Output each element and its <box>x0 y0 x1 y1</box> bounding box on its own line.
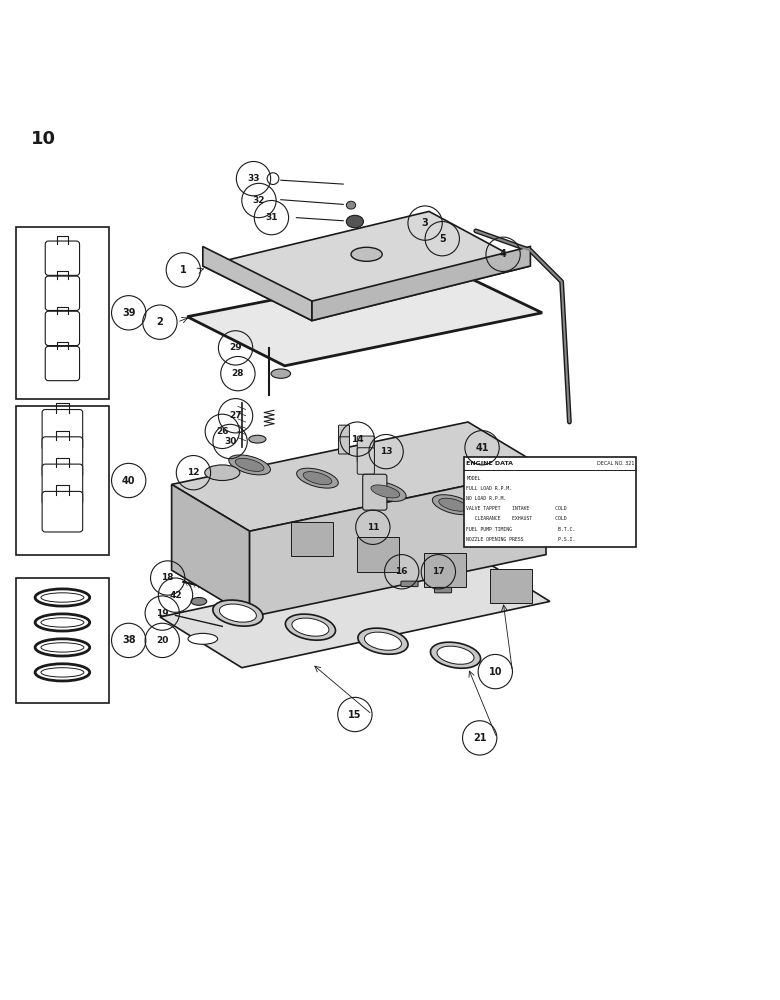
FancyBboxPatch shape <box>16 227 109 399</box>
FancyBboxPatch shape <box>45 346 80 381</box>
FancyBboxPatch shape <box>401 581 418 587</box>
Text: 4: 4 <box>500 249 506 259</box>
Text: 10: 10 <box>31 130 56 148</box>
Text: 2: 2 <box>157 317 163 327</box>
Text: 13: 13 <box>380 447 392 456</box>
FancyBboxPatch shape <box>363 474 387 510</box>
Text: 10: 10 <box>488 667 502 677</box>
Text: 33: 33 <box>247 174 260 183</box>
Text: 31: 31 <box>265 213 278 222</box>
Ellipse shape <box>364 481 406 501</box>
Text: FULL LOAD R.P.M.: FULL LOAD R.P.M. <box>466 486 512 491</box>
Polygon shape <box>203 247 312 321</box>
Text: 40: 40 <box>122 476 136 486</box>
Text: 18: 18 <box>161 573 174 582</box>
Text: 20: 20 <box>156 636 168 645</box>
FancyBboxPatch shape <box>357 436 374 463</box>
Text: 41: 41 <box>475 443 489 453</box>
Ellipse shape <box>292 618 329 636</box>
Polygon shape <box>160 551 550 668</box>
Ellipse shape <box>431 642 480 668</box>
FancyBboxPatch shape <box>45 276 80 310</box>
Ellipse shape <box>213 600 263 626</box>
Text: 19: 19 <box>156 609 168 618</box>
FancyBboxPatch shape <box>339 425 349 442</box>
Text: VALVE TAPPET    INTAKE         COLD: VALVE TAPPET INTAKE COLD <box>466 506 567 511</box>
FancyBboxPatch shape <box>339 437 349 454</box>
FancyBboxPatch shape <box>45 311 80 346</box>
Ellipse shape <box>229 455 271 475</box>
FancyBboxPatch shape <box>42 491 83 532</box>
FancyBboxPatch shape <box>42 437 83 477</box>
Ellipse shape <box>204 465 240 481</box>
Ellipse shape <box>346 215 363 228</box>
Text: 29: 29 <box>229 343 242 352</box>
FancyBboxPatch shape <box>16 406 109 555</box>
Ellipse shape <box>285 614 335 640</box>
Text: 27: 27 <box>229 411 242 420</box>
FancyBboxPatch shape <box>291 522 333 556</box>
Ellipse shape <box>191 597 207 605</box>
Text: 38: 38 <box>122 635 136 645</box>
Text: 12: 12 <box>187 468 200 477</box>
Text: DECAL NO. 321: DECAL NO. 321 <box>597 461 634 466</box>
Text: NO LOAD R.P.M.: NO LOAD R.P.M. <box>466 496 507 501</box>
Polygon shape <box>172 484 250 617</box>
Ellipse shape <box>271 369 290 378</box>
Text: 42: 42 <box>169 591 182 600</box>
Polygon shape <box>250 469 546 617</box>
Text: 14: 14 <box>351 435 363 444</box>
Ellipse shape <box>188 633 218 644</box>
Polygon shape <box>203 211 530 321</box>
FancyBboxPatch shape <box>490 569 532 603</box>
FancyBboxPatch shape <box>357 448 374 474</box>
Text: 17: 17 <box>432 567 445 576</box>
Ellipse shape <box>303 472 332 485</box>
Text: 5: 5 <box>439 234 445 244</box>
Text: 15: 15 <box>348 710 362 720</box>
FancyBboxPatch shape <box>16 578 109 703</box>
Ellipse shape <box>358 628 408 654</box>
FancyBboxPatch shape <box>42 464 83 505</box>
Text: 32: 32 <box>253 196 265 205</box>
Ellipse shape <box>236 458 264 471</box>
Text: 11: 11 <box>367 523 379 532</box>
Text: CLEARANCE    EXHAUST        COLD: CLEARANCE EXHAUST COLD <box>466 516 567 521</box>
Text: NOZZLE OPENING PRESS            P.S.I.: NOZZLE OPENING PRESS P.S.I. <box>466 537 576 542</box>
Polygon shape <box>312 247 530 321</box>
Text: ENGINE DATA: ENGINE DATA <box>466 461 512 466</box>
FancyBboxPatch shape <box>464 457 636 547</box>
Ellipse shape <box>219 604 257 622</box>
Text: 21: 21 <box>473 733 487 743</box>
Text: 1: 1 <box>180 265 186 275</box>
Ellipse shape <box>346 201 356 209</box>
Text: 28: 28 <box>232 369 244 378</box>
FancyBboxPatch shape <box>357 537 399 572</box>
Text: 39: 39 <box>122 308 136 318</box>
FancyBboxPatch shape <box>424 553 466 587</box>
Ellipse shape <box>249 435 266 443</box>
Polygon shape <box>187 266 542 366</box>
Polygon shape <box>172 422 546 531</box>
Ellipse shape <box>371 485 399 498</box>
Text: 3: 3 <box>422 218 428 228</box>
FancyBboxPatch shape <box>45 241 80 275</box>
Text: 30: 30 <box>224 437 236 446</box>
Text: 26: 26 <box>216 427 229 436</box>
FancyBboxPatch shape <box>42 410 83 450</box>
Ellipse shape <box>437 646 474 664</box>
FancyBboxPatch shape <box>434 587 452 593</box>
Ellipse shape <box>296 468 339 488</box>
Ellipse shape <box>439 498 467 511</box>
Ellipse shape <box>432 495 474 515</box>
Text: 16: 16 <box>395 567 408 576</box>
Ellipse shape <box>267 173 279 184</box>
Ellipse shape <box>364 632 402 650</box>
Ellipse shape <box>351 247 382 261</box>
Text: MODEL: MODEL <box>466 476 480 481</box>
Text: FUEL PUMP TIMING                B.T.C.: FUEL PUMP TIMING B.T.C. <box>466 527 576 532</box>
